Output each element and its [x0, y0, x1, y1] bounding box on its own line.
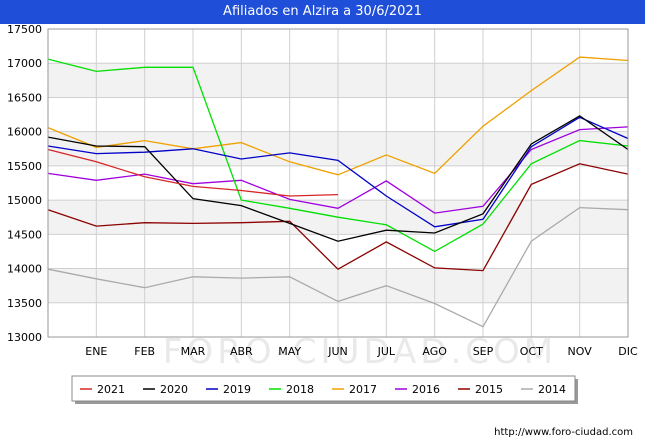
- x-tick-label: MAR: [181, 345, 206, 358]
- series-line-2021: [47, 148, 339, 197]
- series-lines: [47, 56, 629, 328]
- series-line-2018: [47, 58, 629, 253]
- legend-label: 2019: [223, 383, 251, 396]
- legend-label: 2020: [160, 383, 188, 396]
- x-tick-label: OCT: [520, 345, 543, 358]
- series-line-2014: [47, 206, 629, 328]
- x-tick-label: JUN: [327, 345, 348, 358]
- legend-label: 2021: [97, 383, 125, 396]
- x-tick-label: DIC: [618, 345, 638, 358]
- y-tick-label: 14000: [7, 263, 42, 276]
- series-line-2016: [47, 126, 629, 214]
- legend-label: 2018: [286, 383, 314, 396]
- x-tick-label: ENE: [85, 345, 107, 358]
- y-tick-label: 13000: [7, 331, 42, 344]
- y-tick-label: 17500: [7, 23, 42, 36]
- x-tick-label: ABR: [230, 345, 253, 358]
- series-line-2020: [47, 115, 629, 242]
- x-axis: ENE FEB MAR ABR MAY JUN JUL AGO SEP OCT NOV DIC: [85, 345, 638, 358]
- x-tick-label: JUL: [377, 345, 396, 358]
- series-line-2017: [47, 56, 629, 176]
- legend-label: 2016: [412, 383, 440, 396]
- legend-box: [71, 375, 576, 402]
- source-url[interactable]: http://www.foro-ciudad.com: [494, 427, 633, 438]
- legend-label: 2015: [475, 383, 503, 396]
- y-tick-label: 13500: [7, 297, 42, 310]
- legend-label: 2014: [538, 383, 566, 396]
- y-tick-label: 17000: [7, 57, 42, 70]
- y-axis: 13000 13500 14000 14500 15000 15500 16000 16500…: [7, 23, 42, 344]
- series-line-2015: [47, 163, 629, 272]
- x-tick-label: AGO: [422, 345, 447, 358]
- x-tick-label: MAY: [278, 345, 301, 358]
- chart-title: Afiliados en Alzira a 30/6/2021: [0, 0, 645, 24]
- y-tick-label: 14500: [7, 228, 42, 241]
- x-tick-label: SEP: [473, 345, 494, 358]
- y-tick-label: 16500: [7, 91, 42, 104]
- watermark: FORO-CIUDAD.COM: [163, 332, 557, 372]
- y-tick-label: 15000: [7, 194, 42, 207]
- legend-label: 2017: [349, 383, 377, 396]
- x-tick-label: NOV: [568, 345, 593, 358]
- y-tick-label: 15500: [7, 160, 42, 173]
- x-tick-label: FEB: [134, 345, 155, 358]
- y-tick-label: 16000: [7, 126, 42, 139]
- legend: 2021 2020 2019 2018 2017 2016 2015 2014: [71, 375, 578, 404]
- plot-frame: [47, 28, 629, 338]
- series-line-2019: [47, 116, 629, 228]
